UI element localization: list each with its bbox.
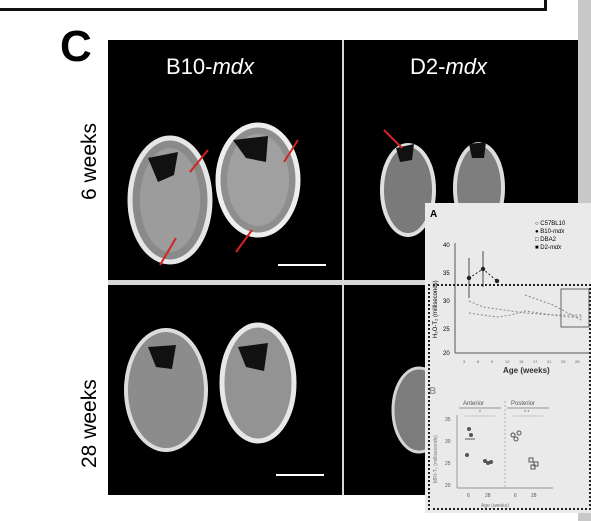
inset-letter-a: A [430, 209, 438, 220]
panel-a-xtick: 3 [463, 359, 466, 364]
legend-item-c57bl10: ○ C57BL10 [535, 221, 566, 227]
row-label-6-weeks: 6 weeks [78, 122, 101, 200]
panel-a-ytick: 25 [443, 327, 450, 333]
inset-letter-b: B [429, 386, 437, 397]
panel-a-xtick: 21 [547, 359, 552, 364]
panel-b-group-posterior: Posterior [511, 401, 535, 407]
series-d2-mdx [524, 294, 584, 322]
panel-b-ytick: 20 [445, 483, 451, 489]
red-arrow [283, 139, 299, 163]
panel-b-ytick: 30 [445, 439, 451, 445]
panel-b-xtick: 6 [467, 493, 470, 499]
panel-a-ytick: 35 [443, 271, 450, 277]
panel-b-xtick: 6 [514, 493, 517, 499]
red-arrow [159, 237, 177, 266]
panel-a-ytick: 20 [443, 351, 450, 357]
red-arrow [235, 229, 253, 253]
column-header-d2-mdx: D2-mdx [410, 54, 488, 79]
column-header-b10-mdx: B10-mdx [166, 54, 255, 79]
panel-a-xtick: 17 [533, 359, 538, 364]
overlay-figure-inset: 40 35 30 25 20 H₂O-T₂ (milliseconds) 3 6… [425, 203, 591, 513]
panel-a-xtick: 15 [519, 359, 524, 364]
panel-b-ytick: 25 [445, 461, 451, 467]
panel-a-xtick: 9 [491, 359, 494, 364]
top-panel-border [0, 0, 547, 11]
mri-b10-6wk [108, 40, 342, 280]
panel-b-significance: * [479, 410, 481, 416]
legend-item-dba2: □ DBA2 [535, 237, 556, 243]
panel-a-ytick: 30 [443, 299, 450, 305]
mri-cross-section-image [124, 322, 324, 476]
series-dba2 [468, 300, 583, 316]
red-arrow [189, 149, 209, 173]
row-label-28-weeks: 28 weeks [78, 379, 101, 468]
panel-b-group-anterior: Anterior [463, 401, 484, 407]
panel-b-ylabel: MRI-T₂ (milliseconds) [433, 435, 439, 483]
panel-a-xtick: 12 [505, 359, 510, 364]
mri-image-grid [108, 40, 586, 495]
panel-b-xtick: 28 [531, 493, 537, 499]
series-c57bl10 [468, 310, 583, 318]
panel-a-xlabel: Age (weeks) [503, 366, 550, 375]
mri-cross-section-image [127, 122, 326, 266]
panel-a-xtick: 28 [575, 359, 580, 364]
panel-b-xlabel: Age (weeks) [481, 503, 509, 509]
panel-a-xtick: 25 [561, 359, 566, 364]
mri-b10-28wk [108, 285, 342, 495]
panel-b-significance: * * [524, 410, 529, 416]
red-arrow [383, 129, 403, 149]
legend-item-b10-mdx: ● B10-mdx [535, 229, 565, 235]
image-divider-vertical [342, 40, 344, 495]
panel-a-xtick: 6 [477, 359, 480, 364]
panel-a-ylabel: H₂O-T₂ (milliseconds) [433, 280, 439, 338]
panel-b-xtick: 28 [485, 493, 491, 499]
dotted-selection-box [428, 284, 591, 510]
panel-a-ytick: 40 [443, 243, 450, 249]
image-divider-horizontal [108, 280, 586, 285]
inset-plots: 40 35 30 25 20 H₂O-T₂ (milliseconds) 3 6… [433, 243, 591, 509]
bone-marrow-dark [148, 152, 178, 182]
panel-b-ytick: 35 [445, 417, 451, 423]
panel-letter: C [60, 22, 92, 71]
legend-item-d2-mdx: ■ D2-mdx [535, 245, 562, 251]
